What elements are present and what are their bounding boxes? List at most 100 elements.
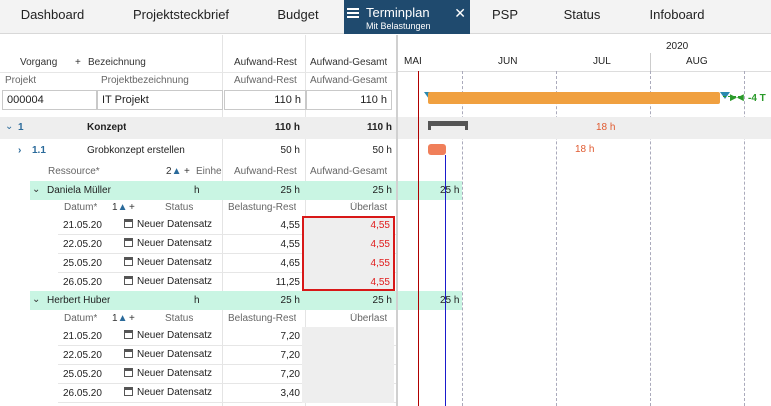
calendar-icon[interactable] [124, 330, 133, 339]
belastung-cell: 4,55 [280, 239, 300, 250]
collapse-icon[interactable]: ⌄ [32, 294, 41, 305]
header-aufwand-rest-2[interactable]: Aufwand-Rest [234, 75, 297, 86]
sort-indicator[interactable]: 1▲ [112, 313, 127, 324]
status-cell[interactable]: Neuer Datensatz [124, 349, 212, 360]
header-datum[interactable]: Datum* [64, 313, 98, 324]
date-row[interactable]: 21.05.20 Neuer Datensatz 7,20 [58, 327, 396, 346]
header-status[interactable]: Status [165, 313, 194, 324]
header-datum[interactable]: Datum* [64, 202, 98, 213]
add-column-button[interactable]: + [129, 202, 135, 213]
calendar-icon[interactable] [124, 349, 133, 358]
summary-bar-cap [428, 121, 431, 130]
status-cell[interactable]: Neuer Datensatz [124, 238, 212, 249]
status-text: Neuer Datensatz [137, 238, 213, 249]
tab-psp[interactable]: PSP [470, 0, 540, 34]
summary-bar[interactable] [428, 121, 468, 126]
header-belastung-rest[interactable]: Belastung-Rest [228, 202, 297, 213]
header-ressource[interactable]: Ressource* [48, 166, 100, 177]
project-rest-field[interactable]: 110 h [224, 90, 306, 110]
close-icon[interactable]: ✕ [454, 5, 466, 21]
project-name-field[interactable]: IT Projekt [97, 90, 223, 110]
resource-unit: h [194, 185, 200, 196]
date-row[interactable]: 22.05.20 Neuer Datensatz 7,20 [58, 346, 396, 365]
week-gridline [650, 71, 651, 406]
calendar-icon[interactable] [124, 276, 133, 285]
date-cell: 26.05.20 [63, 277, 102, 288]
ueberlast-cell [302, 346, 394, 365]
header-ueberlast[interactable]: Überlast [350, 202, 388, 213]
calendar-icon[interactable] [124, 387, 133, 396]
date-cell: 21.05.20 [63, 220, 102, 231]
date-row[interactable]: 25.05.20 Neuer Datensatz 7,20 [58, 365, 396, 384]
header-ueberlast[interactable]: Überlast [350, 313, 388, 324]
date-row[interactable]: 25.05.20 Neuer Datensatz 4,65 4,55 [58, 254, 396, 273]
status-cell[interactable]: Neuer Datensatz [124, 257, 212, 268]
sort-number: 1 [112, 202, 118, 213]
month-label: JUL [593, 56, 611, 67]
delta-connector [723, 96, 741, 97]
tab-infoboard[interactable]: Infoboard [624, 0, 730, 34]
belastung-cell: 11,25 [275, 277, 300, 288]
tab-dashboard[interactable]: Dashboard [0, 0, 105, 34]
tab-label: Terminplan [366, 5, 430, 20]
project-bar[interactable] [428, 92, 720, 104]
status-cell[interactable]: Neuer Datensatz [124, 276, 212, 287]
gantt-chart: 2020 MAI JUN JUL AUG ▶◀ -4 T 18 h 18 h 2… [396, 35, 771, 406]
header-projekt[interactable]: Projekt [5, 75, 37, 86]
row-band [398, 117, 771, 139]
header-status[interactable]: Status [165, 202, 194, 213]
collapse-icon[interactable]: ⌄ [32, 184, 41, 195]
resource-row-herbert[interactable]: ⌄ Herbert Huber h 25 h 25 h [30, 291, 396, 310]
tab-budget[interactable]: Budget [257, 0, 339, 34]
tab-status[interactable]: Status [540, 0, 624, 34]
sort-indicator[interactable]: 1▲ [112, 202, 127, 213]
header-einheit[interactable]: Einhe [196, 166, 222, 177]
date-row[interactable]: 26.05.20 Neuer Datensatz 3,40 [58, 384, 396, 403]
task-row-konzept[interactable]: ⌄ 1 Konzept 110 h 110 h [0, 117, 396, 139]
calendar-icon[interactable] [124, 368, 133, 377]
header-vorgang[interactable]: Vorgang [20, 57, 58, 68]
calendar-icon[interactable] [124, 219, 133, 228]
header-projektbezeichnung[interactable]: Projektbezeichnung [101, 75, 189, 86]
status-cell[interactable]: Neuer Datensatz [124, 330, 212, 341]
status-cell[interactable]: Neuer Datensatz [124, 387, 212, 398]
divider [398, 71, 771, 72]
header-aufwand-gesamt-3[interactable]: Aufwand-Gesamt [310, 166, 388, 177]
add-column-button[interactable]: + [75, 57, 81, 68]
tab-terminplan[interactable]: Terminplan Mit Belastungen ✕ [344, 0, 470, 34]
collapse-icon[interactable]: ⌄ [5, 121, 14, 132]
date-row[interactable]: 21.05.20 Neuer Datensatz 4,55 4,55 [58, 216, 396, 235]
resource-unit: h [194, 295, 200, 306]
resource-row-daniela[interactable]: ⌄ Daniela Müller h 25 h 25 h [30, 181, 396, 200]
milestone-icon [720, 92, 730, 99]
project-gesamt-field[interactable]: 110 h [306, 90, 392, 110]
task-bar[interactable] [428, 144, 446, 155]
header-bezeichnung[interactable]: Bezeichnung [88, 57, 146, 68]
status-text: Neuer Datensatz [137, 387, 213, 398]
add-column-button[interactable]: + [129, 313, 135, 324]
calendar-icon[interactable] [124, 238, 133, 247]
header-aufwand-rest[interactable]: Aufwand-Rest [234, 57, 297, 68]
date-cell: 22.05.20 [63, 239, 102, 250]
tab-projektsteckbrief[interactable]: Projektsteckbrief [105, 0, 257, 34]
tab-sublabel: Mit Belastungen [366, 21, 431, 31]
project-id-field[interactable]: 000004 [2, 90, 97, 110]
task-number: 1 [18, 122, 24, 133]
status-cell[interactable]: Neuer Datensatz [124, 219, 212, 230]
month-label: JUN [498, 56, 518, 67]
header-belastung-rest[interactable]: Belastung-Rest [228, 313, 297, 324]
add-column-button[interactable]: + [184, 166, 190, 177]
sort-indicator[interactable]: 2▲ [166, 166, 181, 177]
header-aufwand-gesamt-2[interactable]: Aufwand-Gesamt [310, 75, 388, 86]
calendar-icon[interactable] [124, 257, 133, 266]
task-row-grobkonzept[interactable]: › 1.1 Grobkonzept erstellen 50 h 50 h [0, 140, 396, 162]
date-row[interactable]: 22.05.20 Neuer Datensatz 4,55 4,55 [58, 235, 396, 254]
header-aufwand-rest-3[interactable]: Aufwand-Rest [234, 166, 297, 177]
header-aufwand-gesamt[interactable]: Aufwand-Gesamt [310, 57, 388, 68]
resource-name: Herbert Huber [47, 295, 111, 306]
expand-icon[interactable]: › [18, 145, 22, 156]
menu-icon[interactable] [347, 8, 359, 18]
status-cell[interactable]: Neuer Datensatz [124, 368, 212, 379]
resource-gesamt: 25 h [372, 185, 392, 196]
sort-up-icon: ▲ [171, 166, 182, 177]
